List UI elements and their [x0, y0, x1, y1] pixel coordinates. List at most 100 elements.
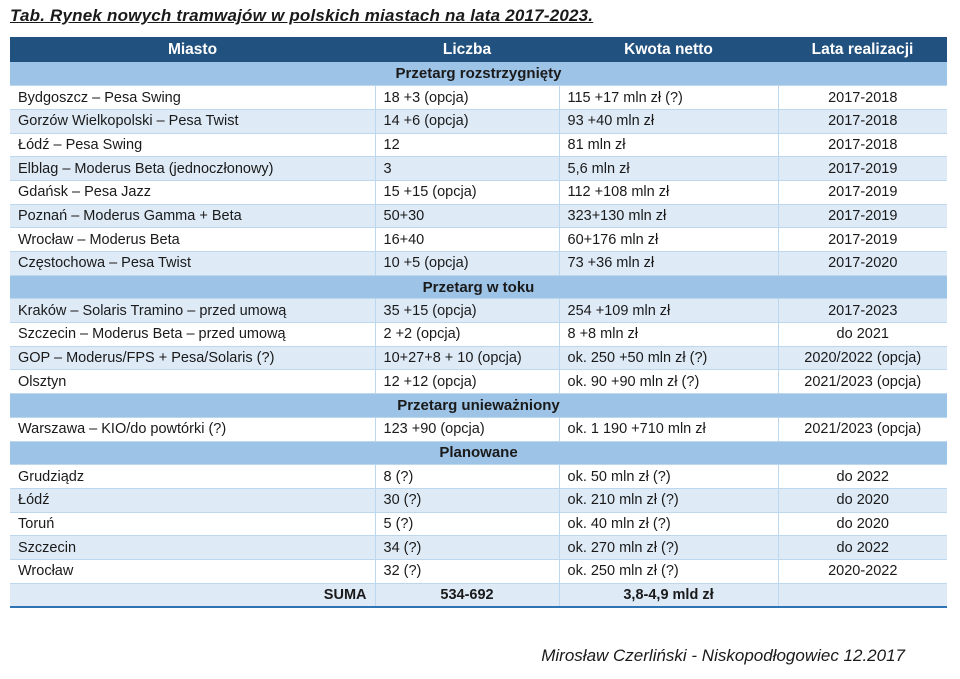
sum-amount-cell: 3,8-4,9 mld zł — [558, 583, 778, 608]
count-cell: 35 +15 (opcja) — [374, 298, 559, 324]
years-cell: 2017-2018 — [777, 85, 947, 110]
table-header: Miasto Liczba Kwota netto Lata realizacj… — [10, 37, 947, 62]
count-cell: 34 (?) — [374, 535, 559, 560]
count-cell: 50+30 — [374, 204, 559, 229]
count-cell: 16+40 — [374, 227, 559, 252]
amount-cell: 73 +36 mln zł — [558, 251, 778, 276]
table-row: Elblag – Moderus Beta (jednoczłonowy) 3 5,… — [10, 156, 947, 181]
years-cell: 2017-2019 — [777, 156, 947, 181]
table-row: Szczecin – Moderus Beta – przed umową 2 +… — [10, 322, 947, 347]
amount-cell: ok. 210 mln zł (?) — [558, 488, 778, 513]
header-row: Miasto Liczba Kwota netto Lata realizacj… — [10, 37, 947, 62]
city-cell: GOP – Moderus/FPS + Pesa/Solaris (?) — [10, 346, 375, 371]
table-row: Łódź – Pesa Swing 12 81 mln zł 2017-2018 — [10, 133, 947, 158]
amount-cell: 254 +109 mln zł — [558, 298, 778, 324]
city-cell: Łódź – Pesa Swing — [10, 133, 375, 158]
city-cell: Wrocław — [10, 559, 375, 584]
count-cell: 123 +90 (opcja) — [374, 417, 559, 442]
years-cell: do 2020 — [777, 488, 947, 513]
years-cell: 2017-2020 — [777, 251, 947, 276]
table-row: Grudziądz 8 (?) ok. 50 mln zł (?) do 2022 — [10, 464, 947, 489]
years-cell: 2017-2019 — [777, 180, 947, 205]
years-cell: do 2022 — [777, 535, 947, 560]
years-cell: 2021/2023 (opcja) — [777, 417, 947, 442]
city-cell: Szczecin — [10, 535, 375, 560]
city-cell: Toruń — [10, 512, 375, 537]
amount-cell: 115 +17 mln zł (?) — [558, 85, 778, 110]
amount-cell: 8 +8 mln zł — [558, 322, 778, 347]
city-cell: Poznań – Moderus Gamma + Beta — [10, 204, 375, 229]
years-cell: 2017-2019 — [777, 204, 947, 229]
section-label: Przetarg rozstrzygnięty — [10, 62, 947, 87]
count-cell: 8 (?) — [374, 464, 559, 489]
table-row: Wrocław – Moderus Beta 16+40 60+176 mln zł… — [10, 227, 947, 252]
section-label: Planowane — [10, 441, 947, 466]
city-cell: Bydgoszcz – Pesa Swing — [10, 85, 375, 110]
amount-cell: ok. 250 +50 mln zł (?) — [558, 346, 778, 371]
table-row: Łódź 30 (?) ok. 210 mln zł (?) do 2020 — [10, 488, 947, 513]
count-cell: 2 +2 (opcja) — [374, 322, 559, 347]
sum-label-cell: SUMA — [10, 583, 375, 608]
section-header-row: Przetarg w toku — [10, 275, 947, 300]
count-cell: 15 +15 (opcja) — [374, 180, 559, 205]
section-label: Przetarg unieważniony — [10, 393, 947, 418]
table-row: Toruń 5 (?) ok. 40 mln zł (?) do 2020 — [10, 512, 947, 537]
sum-count-cell: 534-692 — [374, 583, 559, 608]
table-row: Gorzów Wielkopolski – Pesa Twist 14 +6 (o… — [10, 109, 947, 134]
amount-cell: 93 +40 mln zł — [558, 109, 778, 134]
years-cell: 2021/2023 (opcja) — [777, 369, 947, 395]
amount-cell: ok. 270 mln zł (?) — [558, 535, 778, 560]
table-row: Gdańsk – Pesa Jazz 15 +15 (opcja) 112 +108… — [10, 180, 947, 205]
count-cell: 32 (?) — [374, 559, 559, 584]
table-row: Olsztyn 12 +12 (opcja) ok. 90 +90 mln zł (… — [10, 369, 947, 395]
city-cell: Warszawa – KIO/do powtórki (?) — [10, 417, 375, 442]
amount-cell: ok. 50 mln zł (?) — [558, 464, 778, 489]
years-cell: 2017-2018 — [777, 109, 947, 134]
section-header-row: Przetarg rozstrzygnięty — [10, 62, 947, 87]
years-cell: 2020/2022 (opcja) — [777, 346, 947, 371]
years-cell: do 2020 — [777, 512, 947, 537]
credit-line: Mirosław Czerliński - Niskopodłogowiec 1… — [541, 646, 905, 665]
count-cell: 30 (?) — [374, 488, 559, 513]
city-cell: Elblag – Moderus Beta (jednoczłonowy) — [10, 156, 375, 181]
table-body: Przetarg rozstrzygnięty Bydgoszcz – Pesa … — [10, 62, 947, 608]
amount-cell: 60+176 mln zł — [558, 227, 778, 252]
count-cell: 18 +3 (opcja) — [374, 85, 559, 110]
years-cell: 2020-2022 — [777, 559, 947, 584]
tram-market-table: Miasto Liczba Kwota netto Lata realizacj… — [10, 37, 947, 608]
table-caption: Tab. Rynek nowych tramwajów w polskich m… — [10, 6, 594, 25]
column-header-lata-realizacji: Lata realizacji — [778, 37, 947, 62]
count-cell: 10 +5 (opcja) — [374, 251, 559, 276]
years-cell: 2017-2019 — [777, 227, 947, 252]
city-cell: Wrocław – Moderus Beta — [10, 227, 375, 252]
amount-cell: 5,6 mln zł — [558, 156, 778, 181]
column-header-liczba: Liczba — [375, 37, 559, 62]
city-cell: Szczecin – Moderus Beta – przed umową — [10, 322, 375, 347]
sum-row: SUMA 534-692 3,8-4,9 mld zł — [10, 583, 947, 608]
amount-cell: ok. 1 190 +710 mln zł — [558, 417, 778, 442]
section-label: Przetarg w toku — [10, 275, 947, 300]
section-header-row: Przetarg unieważniony — [10, 393, 947, 418]
city-cell: Kraków – Solaris Tramino – przed umową — [10, 298, 375, 324]
city-cell: Łódź — [10, 488, 375, 513]
sum-empty-cell — [777, 583, 947, 608]
city-cell: Gorzów Wielkopolski – Pesa Twist — [10, 109, 375, 134]
table-row: Poznań – Moderus Gamma + Beta 50+30 323+13… — [10, 204, 947, 229]
count-cell: 12 +12 (opcja) — [374, 369, 559, 395]
years-cell: 2017-2023 — [777, 298, 947, 324]
column-header-kwota-netto: Kwota netto — [559, 37, 778, 62]
years-cell: 2017-2018 — [777, 133, 947, 158]
city-cell: Grudziądz — [10, 464, 375, 489]
table-row: Kraków – Solaris Tramino – przed umową 35… — [10, 298, 947, 324]
city-cell: Gdańsk – Pesa Jazz — [10, 180, 375, 205]
amount-cell: 112 +108 mln zł — [558, 180, 778, 205]
table-row: Warszawa – KIO/do powtórki (?) 123 +90 (o… — [10, 417, 947, 442]
count-cell: 14 +6 (opcja) — [374, 109, 559, 134]
amount-cell: ok. 90 +90 mln zł (?) — [558, 369, 778, 395]
amount-cell: ok. 40 mln zł (?) — [558, 512, 778, 537]
column-header-miasto: Miasto — [10, 37, 375, 62]
count-cell: 12 — [374, 133, 559, 158]
years-cell: do 2022 — [777, 464, 947, 489]
city-cell: Częstochowa – Pesa Twist — [10, 251, 375, 276]
